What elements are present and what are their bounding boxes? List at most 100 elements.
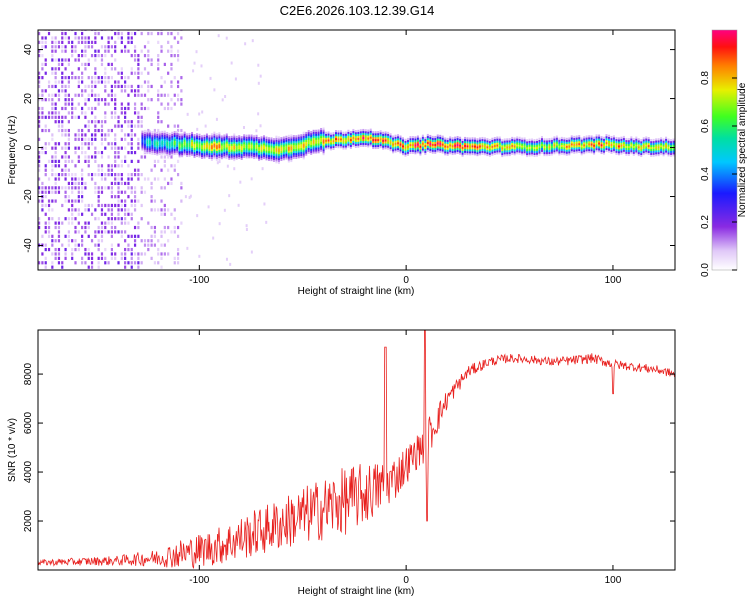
heatmap-cell (240, 145, 243, 149)
heatmap-cell (339, 145, 342, 149)
heatmap-cell (218, 142, 221, 145)
heatmap-cell (667, 152, 670, 155)
heatmap-cell (157, 98, 160, 102)
heatmap-cell (163, 142, 166, 145)
heatmap-cell (267, 141, 270, 144)
heatmap-cell (150, 208, 153, 212)
heatmap-cell (146, 142, 149, 145)
heatmap-cell (100, 76, 104, 80)
heatmap-cell (127, 186, 130, 190)
heatmap-cell (41, 203, 44, 208)
heatmap-cell (198, 135, 201, 138)
heatmap-cell (208, 156, 211, 159)
heatmap-cell (476, 140, 479, 143)
heatmap-cell (357, 145, 360, 148)
heatmap-cell (221, 98, 224, 102)
heatmap-cell (650, 144, 653, 148)
heatmap-cell (143, 141, 146, 144)
heatmap-cell (503, 154, 506, 157)
heatmap-cell (270, 158, 273, 162)
heatmap-cell (120, 128, 123, 133)
heatmap-cell (389, 148, 392, 152)
heatmap-cell (200, 139, 203, 142)
heatmap-cell (117, 208, 120, 212)
heatmap-cell (275, 159, 278, 162)
heatmap-cell (171, 149, 174, 152)
heatmap-cell (245, 227, 248, 231)
heatmap-cell (491, 149, 494, 152)
heatmap-cell (595, 144, 598, 147)
heatmap-cell (245, 154, 248, 157)
heatmap-cell (501, 139, 504, 142)
heatmap-cell (518, 144, 521, 147)
heatmap-cell (220, 145, 223, 148)
heatmap-cell (84, 115, 87, 119)
heatmap-cell (74, 49, 77, 53)
heatmap-cell (38, 115, 41, 119)
heatmap-cell (200, 135, 203, 138)
heatmap-cell (513, 151, 516, 154)
heatmap-cell (469, 145, 472, 148)
heatmap-cell (384, 147, 387, 150)
heatmap-cell (143, 139, 146, 142)
heatmap-cell (488, 154, 491, 157)
heatmap-cell (277, 140, 280, 143)
heatmap-cell (64, 247, 67, 252)
heatmap-cell (148, 136, 151, 139)
heatmap-cell (451, 146, 454, 150)
heatmap-cell (54, 256, 57, 260)
heatmap-cell (210, 154, 213, 157)
heatmap-cell (354, 135, 357, 139)
heatmap-cell (67, 80, 70, 84)
heatmap-cell (84, 150, 87, 155)
heatmap-cell (240, 136, 243, 139)
heatmap-cell (198, 143, 201, 146)
heatmap-cell (220, 143, 223, 146)
heatmap-cell (150, 195, 153, 199)
heatmap-cell (107, 164, 110, 168)
heatmap-cell (267, 143, 270, 146)
heatmap-cell (143, 239, 147, 243)
heatmap-cell (67, 62, 70, 67)
heatmap-cell (521, 151, 524, 154)
heatmap-cell (57, 239, 61, 243)
heatmap-cell (533, 150, 536, 154)
heatmap-cell (389, 145, 392, 148)
heatmap-cell (652, 152, 655, 155)
heatmap-cell (322, 151, 325, 154)
y-tick-label: 40 (23, 44, 34, 56)
heatmap-cell (130, 133, 133, 137)
heatmap-cell (130, 84, 133, 89)
heatmap-cell (612, 137, 615, 140)
heatmap-cell (160, 168, 163, 172)
heatmap-cell (441, 145, 444, 148)
heatmap-cell (117, 212, 120, 216)
heatmap-cell (419, 143, 422, 146)
heatmap-cell (243, 146, 246, 149)
heatmap-cell (555, 147, 558, 150)
heatmap-cell (456, 147, 459, 150)
heatmap-cell (543, 151, 546, 155)
heatmap-cell (506, 154, 509, 157)
heatmap-cell (166, 139, 169, 142)
heatmap-cell (218, 149, 221, 153)
heatmap-cell (277, 157, 280, 161)
heatmap-cell (97, 93, 100, 97)
heatmap-cell (538, 151, 541, 154)
heatmap-cell (44, 62, 47, 67)
y-tick-label: 20 (23, 93, 34, 105)
heatmap-cell (97, 102, 100, 106)
heatmap-cell (441, 147, 444, 150)
heatmap-cell (617, 153, 620, 156)
heatmap-cell (397, 136, 400, 139)
heatmap-cell (531, 140, 534, 143)
heatmap-cell (104, 71, 107, 75)
heatmap-cell (305, 141, 308, 144)
heatmap-cell (181, 147, 184, 150)
heatmap-cell (389, 139, 392, 142)
heatmap-cell (90, 142, 94, 146)
heatmap-cell (153, 177, 157, 181)
heatmap-cell (416, 141, 419, 144)
heatmap-cell (178, 141, 181, 144)
heatmap-cell (652, 148, 655, 151)
